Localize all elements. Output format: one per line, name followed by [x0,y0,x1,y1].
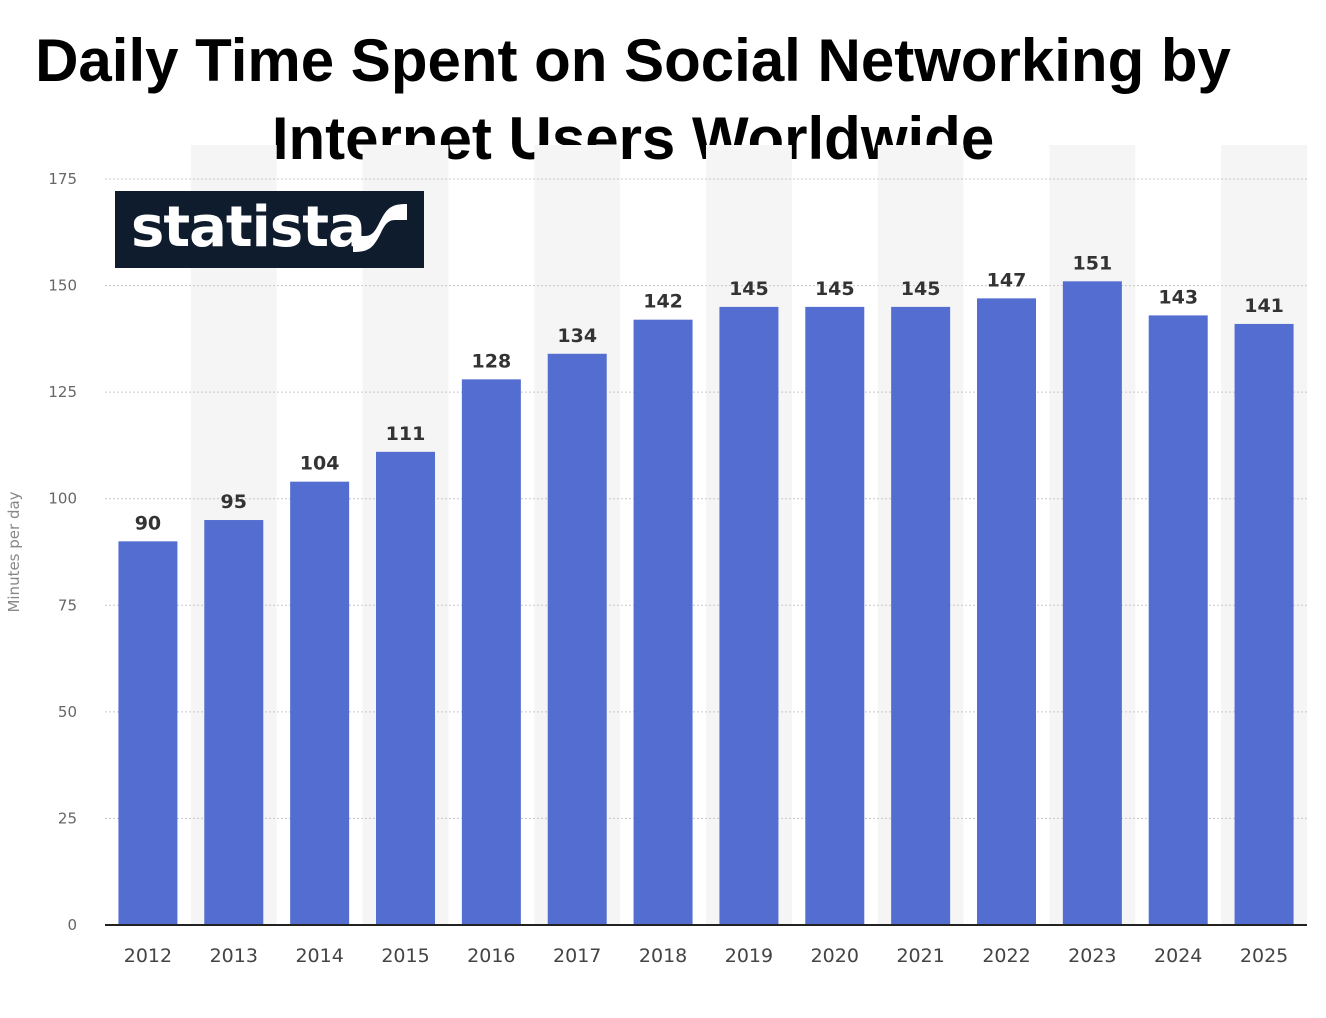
x-tick-label-2018: 2018 [639,945,687,967]
chart-title-line-1: Daily Time Spent on Social Networking by [35,27,1231,94]
bar-2014 [290,481,350,925]
y-tick-label: 150 [48,277,77,295]
data-label-2021: 145 [901,278,941,300]
bars [118,281,1294,926]
bar-2019 [719,306,779,925]
bar-2025 [1234,323,1294,925]
bar-2020 [805,306,865,925]
data-label-2015: 111 [386,423,426,445]
data-label-2025: 141 [1244,295,1284,317]
x-tick-label-2019: 2019 [725,945,773,967]
logo-text: statista [131,195,366,260]
y-tick-label: 175 [48,170,77,188]
data-label-2013: 95 [221,491,247,513]
data-label-2024: 143 [1158,286,1198,308]
y-tick-label: 0 [67,916,77,934]
x-tick-label-2025: 2025 [1240,945,1288,967]
data-label-2023: 151 [1073,252,1113,274]
bar-2017 [547,353,607,926]
y-tick-label: 100 [48,490,77,508]
x-tick-label-2013: 2013 [210,945,258,967]
y-axis-label: Minutes per day [5,491,23,612]
data-labels: 90 95 104 111 128 134 142 145 145 145 147 151 143 141 [135,252,1284,534]
y-tick-label: 75 [58,596,77,614]
data-label-2020: 145 [815,278,855,300]
data-label-2018: 142 [643,291,683,313]
bar-2023 [1062,281,1122,925]
y-tick-label: 125 [48,383,77,401]
x-tick-label-2012: 2012 [124,945,172,967]
chart-title: Daily Time Spent on Social Networking by… [0,22,1266,178]
bar-2018 [633,319,693,925]
x-axis-ticks: 2012 2013 2014 2015 2016 2017 2018 2019 2020 2021… [124,945,1289,967]
y-tick-label: 25 [58,809,77,827]
x-tick-label-2023: 2023 [1068,945,1116,967]
bar-2016 [461,379,521,926]
x-tick-label-2024: 2024 [1154,945,1202,967]
y-tick-label: 50 [58,703,77,721]
x-tick-label-2017: 2017 [553,945,601,967]
data-label-2016: 128 [472,350,512,372]
data-label-2022: 147 [987,269,1027,291]
x-tick-label-2014: 2014 [295,945,343,967]
x-tick-label-2016: 2016 [467,945,515,967]
x-tick-label-2021: 2021 [896,945,944,967]
data-label-2014: 104 [300,453,340,475]
statista-logo: statista [115,191,424,268]
data-label-2012: 90 [135,512,161,534]
data-label-2019: 145 [729,278,769,300]
bar-2013 [204,520,264,925]
y-axis-ticks: 0 25 50 75 100 125 150 175 [48,170,77,934]
data-label-2017: 134 [557,325,597,347]
bar-2024 [1148,315,1208,925]
bar-2022 [977,298,1036,925]
x-tick-label-2020: 2020 [811,945,859,967]
bar-2012 [118,541,178,925]
x-tick-label-2022: 2022 [982,945,1030,967]
x-tick-label-2015: 2015 [381,945,429,967]
bar-2015 [376,451,435,925]
bar-2021 [891,306,951,925]
statista-wave-icon [353,204,407,252]
